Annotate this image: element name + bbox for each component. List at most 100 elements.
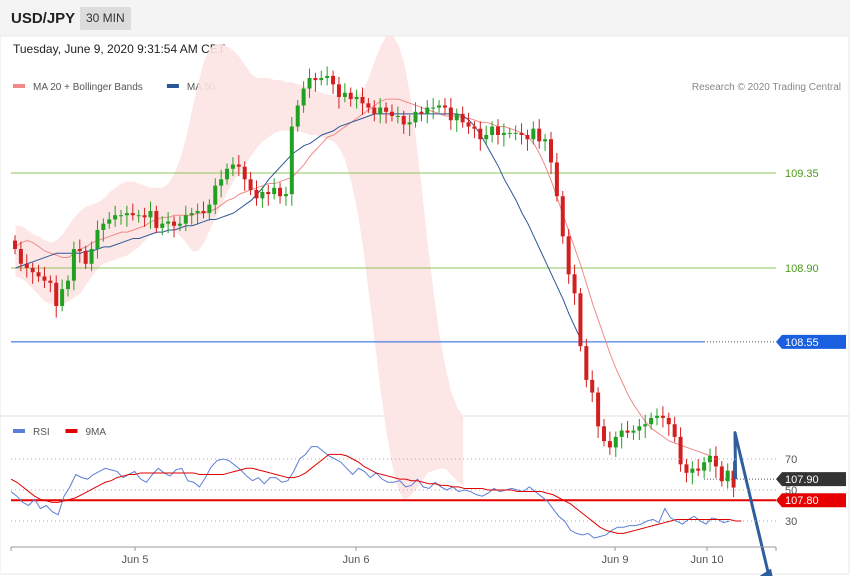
candle-body-2 xyxy=(24,263,29,268)
candle-body-106 xyxy=(637,426,642,431)
candle-body-85 xyxy=(513,132,518,134)
candle-body-98 xyxy=(590,379,595,393)
candle-body-27 xyxy=(172,221,177,226)
ma50-line xyxy=(15,113,582,340)
candle-body-99 xyxy=(596,392,601,427)
candle-body-26 xyxy=(166,221,171,224)
candle-body-109 xyxy=(655,415,660,418)
candle-body-72 xyxy=(437,105,442,108)
credit-text: Research © 2020 Trading Central xyxy=(692,82,841,93)
candle-body-119 xyxy=(713,455,718,467)
candle-body-50 xyxy=(307,78,312,89)
timeframe-button[interactable]: 30 MIN xyxy=(80,7,131,30)
candle-body-28 xyxy=(177,223,182,226)
candle-body-74 xyxy=(448,107,453,121)
candle-body-78 xyxy=(472,126,477,129)
candle-body-95 xyxy=(572,274,577,294)
candle-body-19 xyxy=(124,213,129,216)
candle-body-80 xyxy=(484,135,489,140)
candle-body-46 xyxy=(283,194,288,197)
candle-body-102 xyxy=(613,436,618,448)
candle-body-23 xyxy=(148,211,153,218)
candle-body-5 xyxy=(42,276,47,281)
candle-body-63 xyxy=(384,107,389,112)
rsi-9ma-line xyxy=(10,453,742,534)
candle-body-55 xyxy=(336,84,341,97)
candle-body-73 xyxy=(442,105,447,108)
candle-body-40 xyxy=(248,179,253,190)
candle-body-33 xyxy=(207,204,212,214)
candle-body-92 xyxy=(554,162,559,197)
candle-body-8 xyxy=(60,289,65,306)
candle-body-37 xyxy=(230,164,235,169)
candle-body-121 xyxy=(725,470,730,482)
price-tag-2 xyxy=(776,334,846,349)
candle-body-60 xyxy=(366,103,371,108)
bollinger-band xyxy=(15,35,464,501)
price-tag-label-4: 107.80 xyxy=(785,495,819,507)
candle-body-118 xyxy=(708,455,713,463)
candle-body-91 xyxy=(548,139,553,163)
candle-body-71 xyxy=(431,107,436,109)
candle-body-41 xyxy=(254,189,259,199)
candle-body-100 xyxy=(602,426,606,442)
x-tick-label-2: Jun 9 xyxy=(602,554,629,566)
resistance-label-0: 109.35 xyxy=(785,168,819,180)
chart-datetime: Tuesday, June 9, 2020 9:31:54 AM CET xyxy=(13,42,226,56)
candle-body-52 xyxy=(319,78,324,81)
candle-body-45 xyxy=(278,187,283,197)
rsi-legend-swatch-0 xyxy=(13,429,25,433)
candle-body-43 xyxy=(266,192,271,195)
candle-body-22 xyxy=(142,215,147,218)
candle-body-77 xyxy=(466,122,471,127)
candle-body-108 xyxy=(649,417,654,425)
candle-body-83 xyxy=(501,132,506,135)
candle-body-101 xyxy=(607,441,612,448)
candle-body-66 xyxy=(401,116,406,125)
candle-body-34 xyxy=(213,185,218,205)
legend-swatch-1 xyxy=(166,84,179,88)
candle-body-82 xyxy=(495,126,500,135)
candle-body-35 xyxy=(219,179,224,186)
candle-body-3 xyxy=(30,268,35,273)
candle-body-42 xyxy=(260,192,265,199)
rsi-tick-label-2: 30 xyxy=(785,516,797,528)
candle-body-31 xyxy=(195,211,200,214)
candle-body-65 xyxy=(395,116,400,117)
candle-body-122 xyxy=(731,470,736,488)
candle-body-87 xyxy=(525,135,530,140)
resistance-label-1: 108.90 xyxy=(785,263,819,275)
candle-body-76 xyxy=(460,113,465,123)
candle-body-25 xyxy=(160,223,165,228)
candle-body-30 xyxy=(189,213,194,216)
candle-body-88 xyxy=(531,128,536,140)
candle-body-12 xyxy=(83,251,88,264)
candle-body-84 xyxy=(507,132,512,134)
candle-body-116 xyxy=(696,468,701,471)
candle-body-39 xyxy=(242,166,247,180)
candle-body-120 xyxy=(719,466,724,482)
candle-body-47 xyxy=(289,126,294,195)
pair-symbol: USD/JPY xyxy=(11,10,76,27)
candle-body-13 xyxy=(89,249,94,264)
candle-body-70 xyxy=(425,107,430,114)
candle-body-18 xyxy=(119,215,124,217)
rsi-tick-label-0: 70 xyxy=(785,454,797,466)
legend-swatch-0 xyxy=(13,84,25,88)
forecast-arrow xyxy=(733,431,771,576)
x-tick-label-3: Jun 10 xyxy=(690,554,723,566)
candle-body-21 xyxy=(136,215,141,217)
candle-body-57 xyxy=(348,92,353,100)
candle-body-69 xyxy=(419,111,424,114)
chart-border xyxy=(0,35,850,575)
x-tick-label-1: Jun 6 xyxy=(343,554,370,566)
candle-body-105 xyxy=(631,430,636,433)
candle-body-81 xyxy=(490,126,495,135)
candle-body-68 xyxy=(413,111,418,123)
header-bar xyxy=(0,0,850,36)
price-tag-3 xyxy=(776,472,846,487)
rsi-tick-label-1: 50 xyxy=(785,485,797,497)
price-tag-label-3: 107.90 xyxy=(785,474,819,486)
candle-body-29 xyxy=(183,215,188,224)
